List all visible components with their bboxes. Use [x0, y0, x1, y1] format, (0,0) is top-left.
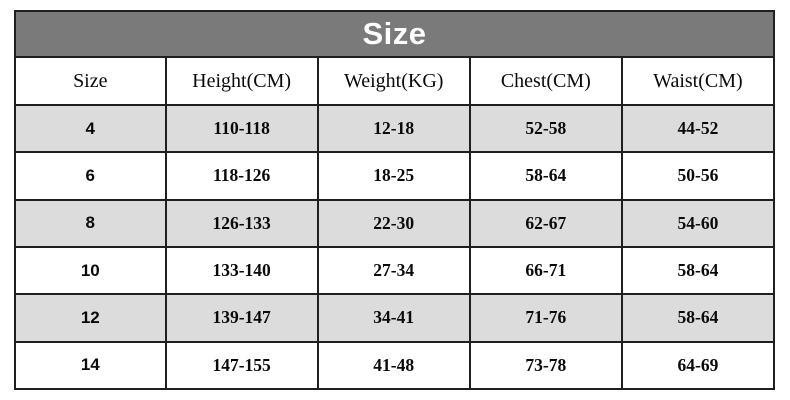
value-cell: 22-30	[316, 198, 471, 248]
column-header-size: Size	[14, 56, 167, 106]
table-row-size-12: 12 139-147 34-41 71-76 58-64	[14, 293, 776, 343]
size-cell: 12	[14, 293, 167, 343]
value-cell: 34-41	[316, 293, 471, 343]
value-cell: 139-147	[164, 293, 319, 343]
size-cell: 14	[14, 340, 167, 391]
value-cell: 62-67	[468, 198, 623, 248]
value-cell: 118-126	[164, 151, 319, 201]
value-cell: 110-118	[164, 103, 319, 154]
column-header-waist-cm: Waist(CM)	[620, 56, 776, 106]
value-cell: 54-60	[620, 198, 776, 248]
column-header-weight-kg: Weight(KG)	[316, 56, 471, 106]
value-cell: 41-48	[316, 340, 471, 391]
value-cell: 64-69	[620, 340, 776, 391]
value-cell: 66-71	[468, 245, 623, 296]
value-cell: 18-25	[316, 151, 471, 201]
value-cell: 58-64	[620, 245, 776, 296]
table-row-size-8: 8 126-133 22-30 62-67 54-60	[14, 198, 776, 248]
size-cell: 6	[14, 151, 167, 201]
size-cell: 10	[14, 245, 167, 296]
value-cell: 71-76	[468, 293, 623, 343]
value-cell: 12-18	[316, 103, 471, 154]
size-cell: 4	[14, 103, 167, 154]
size-cell: 8	[14, 198, 167, 248]
value-cell: 126-133	[164, 198, 319, 248]
table-header-row: Size Height(CM) Weight(KG) Chest(CM) Waist(C…	[14, 56, 776, 106]
value-cell: 58-64	[468, 151, 623, 201]
column-header-chest-cm: Chest(CM)	[468, 56, 623, 106]
value-cell: 58-64	[620, 293, 776, 343]
value-cell: 133-140	[164, 245, 319, 296]
table-row-size-14: 14 147-155 41-48 73-78 64-69	[14, 340, 776, 391]
table-title-row: Size	[14, 10, 775, 58]
table-title: Size	[14, 10, 775, 58]
value-cell: 52-58	[468, 103, 623, 154]
table-row-size-10: 10 133-140 27-34 66-71 58-64	[14, 245, 776, 296]
value-cell: 27-34	[316, 245, 471, 296]
table-row-size-6: 6 118-126 18-25 58-64 50-56	[14, 151, 776, 201]
size-table: Size Size Height(CM) Weight(KG) Chest(CM) Wa…	[14, 10, 776, 391]
column-header-height-cm: Height(CM)	[164, 56, 319, 106]
table-row-size-4: 4 110-118 12-18 52-58 44-52	[14, 103, 776, 154]
size-table-body: 4 110-118 12-18 52-58 44-52 6 118-126 18-25 58-6…	[14, 103, 776, 391]
value-cell: 147-155	[164, 340, 319, 391]
value-cell: 50-56	[620, 151, 776, 201]
value-cell: 73-78	[468, 340, 623, 391]
value-cell: 44-52	[620, 103, 776, 154]
